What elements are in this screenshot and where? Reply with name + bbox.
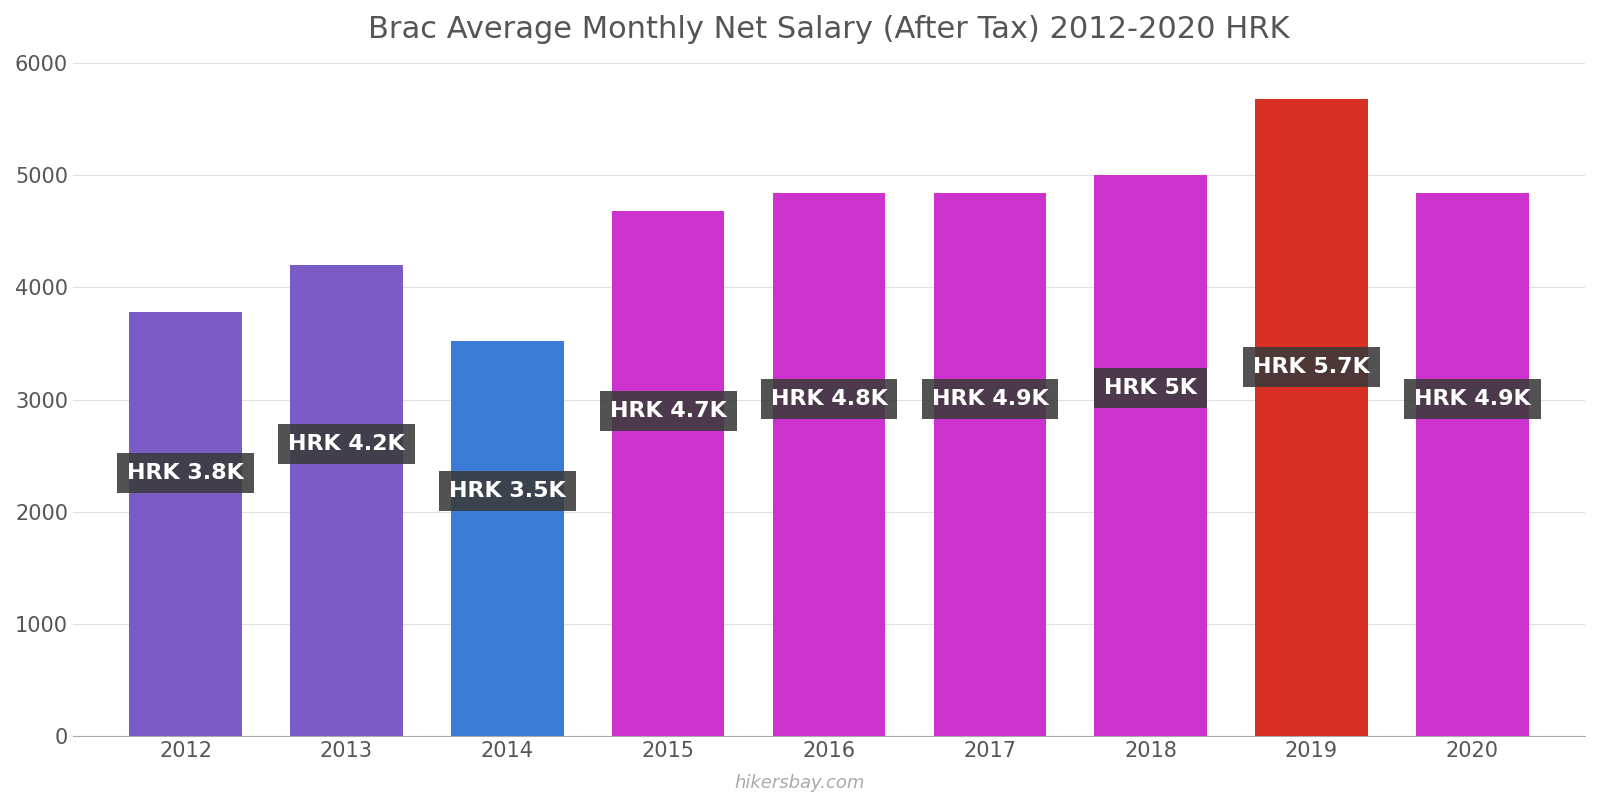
Text: HRK 3.8K: HRK 3.8K <box>128 463 243 483</box>
Bar <box>773 193 885 736</box>
Text: HRK 5K: HRK 5K <box>1104 378 1197 398</box>
Bar <box>1416 193 1528 736</box>
Bar <box>290 265 403 736</box>
Text: HRK 4.7K: HRK 4.7K <box>610 401 726 421</box>
Bar <box>451 342 563 736</box>
Text: HRK 3.5K: HRK 3.5K <box>450 482 566 502</box>
Text: HRK 5.7K: HRK 5.7K <box>1253 357 1370 377</box>
Bar <box>611 211 725 736</box>
Text: HRK 4.9K: HRK 4.9K <box>1414 390 1531 410</box>
Bar <box>1094 175 1206 736</box>
Bar <box>1256 99 1368 736</box>
Text: hikersbay.com: hikersbay.com <box>734 774 866 792</box>
Bar <box>933 193 1046 736</box>
Title: Brac Average Monthly Net Salary (After Tax) 2012-2020 HRK: Brac Average Monthly Net Salary (After T… <box>368 15 1290 44</box>
Text: HRK 4.9K: HRK 4.9K <box>931 390 1048 410</box>
Text: HRK 4.8K: HRK 4.8K <box>771 390 888 410</box>
Text: HRK 4.2K: HRK 4.2K <box>288 434 405 454</box>
Bar <box>130 312 242 736</box>
